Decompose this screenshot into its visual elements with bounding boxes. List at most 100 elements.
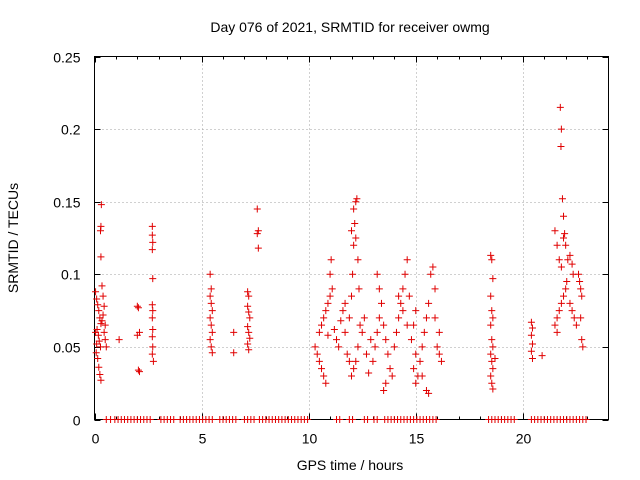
data-point (431, 285, 439, 293)
data-point (382, 336, 390, 344)
data-point (382, 379, 390, 387)
data-point (538, 352, 546, 360)
data-point (350, 241, 358, 249)
data-point (149, 325, 157, 333)
data-point (330, 325, 338, 333)
data-point (564, 256, 572, 264)
data-point (527, 347, 535, 355)
y-tick-label: 0.1 (61, 267, 81, 283)
data-point (355, 285, 363, 293)
data-point (429, 263, 437, 271)
data-point (341, 299, 349, 307)
data-point (324, 331, 332, 339)
data-point (208, 416, 216, 423)
data-point (230, 328, 238, 336)
data-point (245, 308, 253, 316)
data-point (206, 292, 214, 300)
data-point (489, 385, 497, 393)
data-point (362, 350, 370, 358)
data-point (170, 416, 178, 423)
data-point (407, 336, 415, 344)
data-point (326, 270, 334, 278)
data-point (390, 343, 398, 351)
grid-lines (94, 56, 609, 420)
data-point (253, 205, 261, 213)
data-point (322, 307, 330, 315)
data-point (528, 355, 536, 363)
data-point (431, 314, 439, 322)
data-point (566, 299, 574, 307)
data-point (352, 198, 360, 206)
data-point (437, 357, 445, 365)
y-tick-label: 0.15 (53, 195, 80, 211)
data-point (354, 343, 362, 351)
data-point (488, 307, 496, 315)
data-point (577, 285, 585, 293)
data-point (208, 307, 216, 315)
data-point (146, 416, 154, 423)
data-point (528, 324, 536, 332)
data-point (380, 386, 388, 394)
x-tick-label: 10 (302, 431, 318, 447)
data-point (416, 357, 424, 365)
data-point (101, 336, 109, 344)
data-point (427, 270, 435, 278)
data-point (575, 270, 583, 278)
data-point (208, 328, 216, 336)
data-point (557, 263, 565, 271)
data-point (254, 227, 262, 235)
data-point (207, 343, 215, 351)
data-point (563, 278, 571, 286)
data-point (388, 372, 396, 380)
data-point (562, 285, 570, 293)
data-point (418, 343, 426, 351)
data-point (560, 234, 568, 242)
data-point (358, 328, 366, 336)
data-point (149, 275, 157, 283)
data-point (246, 314, 254, 322)
data-point (311, 343, 319, 351)
data-point (556, 103, 564, 111)
data-point (99, 311, 107, 319)
data-point (97, 253, 105, 261)
data-point (206, 314, 214, 322)
data-point (327, 256, 335, 264)
data-point (98, 282, 106, 290)
x-tick-label: 15 (409, 431, 425, 447)
data-point (100, 302, 108, 310)
data-point (352, 234, 360, 242)
data-point (206, 336, 214, 344)
data-point (422, 314, 430, 322)
data-point (356, 321, 364, 329)
data-point (488, 379, 496, 387)
data-point (95, 363, 103, 371)
data-point (551, 321, 559, 329)
data-point (568, 307, 576, 315)
data-point (97, 201, 105, 209)
data-point (551, 227, 559, 235)
data-point (557, 143, 565, 151)
data-point (386, 365, 394, 373)
data-point (230, 349, 238, 357)
data-point (149, 307, 157, 315)
data-point (93, 295, 101, 303)
data-point (149, 357, 157, 365)
data-point (373, 416, 381, 423)
data-point (365, 369, 373, 377)
data-point (510, 416, 518, 423)
data-point (349, 270, 357, 278)
data-point (245, 292, 253, 300)
data-point (420, 328, 428, 336)
data-points (92, 103, 590, 423)
data-point (333, 336, 341, 344)
data-point (395, 292, 403, 300)
y-tick-label: 0 (73, 413, 81, 429)
data-point (403, 321, 411, 329)
data-point (375, 285, 383, 293)
data-point (339, 307, 347, 315)
data-point (555, 256, 563, 264)
data-point (560, 292, 568, 300)
data-point (134, 304, 142, 312)
data-point (244, 340, 252, 348)
data-point (349, 416, 357, 423)
